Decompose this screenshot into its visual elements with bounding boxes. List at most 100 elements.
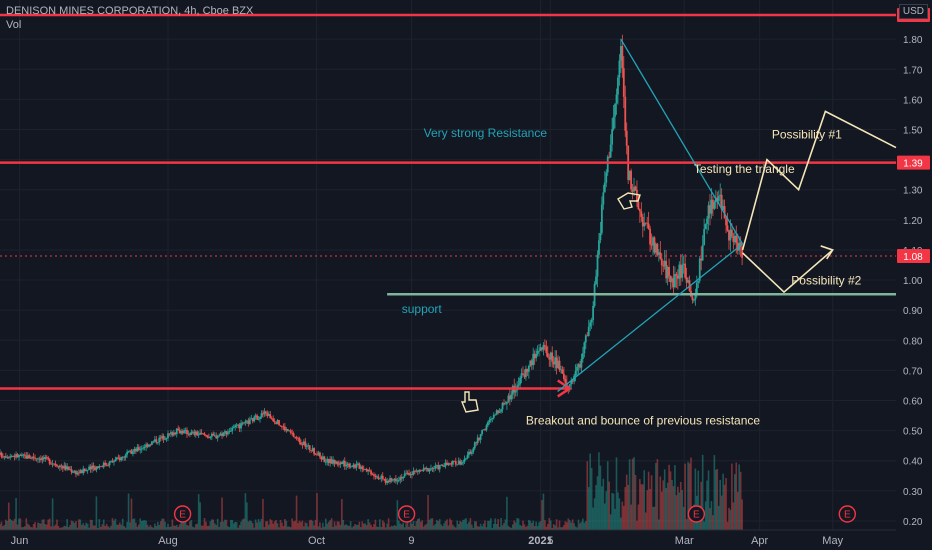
y-tick-label: 0.30 bbox=[903, 487, 923, 498]
volume-bar bbox=[560, 527, 562, 530]
volume-bar bbox=[529, 520, 532, 530]
candle-body bbox=[140, 448, 143, 450]
volume-bar bbox=[43, 519, 45, 530]
candle-body bbox=[34, 457, 36, 459]
candle-body bbox=[533, 353, 536, 359]
candle-body bbox=[570, 380, 573, 385]
candle-body bbox=[73, 471, 76, 473]
price-label-box bbox=[897, 248, 930, 263]
volume-bar bbox=[427, 495, 429, 530]
candle-body bbox=[196, 431, 199, 436]
volume-bar bbox=[668, 464, 670, 530]
candle-body bbox=[121, 456, 124, 458]
candle-body bbox=[431, 468, 434, 470]
volume-bar bbox=[218, 527, 220, 530]
candle-body bbox=[254, 415, 257, 417]
volume-bar bbox=[118, 522, 121, 530]
candle-body bbox=[649, 228, 651, 245]
candle-body bbox=[267, 414, 270, 416]
candle-body bbox=[447, 463, 450, 466]
candle-body bbox=[320, 456, 323, 460]
volume-bar bbox=[643, 470, 646, 530]
candle-body bbox=[56, 464, 58, 467]
candle-body bbox=[376, 476, 378, 478]
volume-bar bbox=[240, 521, 242, 530]
candle-body bbox=[352, 464, 355, 467]
candles bbox=[0, 34, 744, 486]
y-tick-label: 1.20 bbox=[903, 216, 923, 227]
candle-body bbox=[146, 444, 149, 447]
candle-body bbox=[143, 447, 146, 448]
volume-bar bbox=[504, 519, 507, 530]
volume-bar bbox=[555, 519, 558, 530]
volume-bar bbox=[365, 525, 368, 530]
volume-bar bbox=[364, 523, 367, 530]
volume-bar bbox=[595, 484, 597, 530]
volume-bar bbox=[91, 520, 93, 530]
candle-body bbox=[79, 470, 82, 474]
volume-bar bbox=[219, 522, 222, 530]
candle-body bbox=[647, 223, 650, 229]
candle-body bbox=[710, 199, 713, 214]
volume-bar bbox=[652, 506, 654, 530]
volume-bar bbox=[56, 519, 58, 530]
candle-body bbox=[60, 465, 63, 467]
volume-bar bbox=[151, 526, 153, 530]
volume-bar bbox=[190, 519, 193, 530]
volume-bar bbox=[13, 518, 16, 530]
volume-bar bbox=[627, 484, 629, 530]
volume-bar bbox=[400, 524, 403, 530]
candle-body bbox=[29, 458, 32, 460]
hand-outline bbox=[460, 391, 479, 413]
candle-body bbox=[691, 296, 694, 301]
candle-body bbox=[612, 116, 615, 130]
volume-bar bbox=[127, 493, 130, 530]
volume-bar bbox=[472, 527, 475, 530]
volume-bar bbox=[704, 501, 707, 530]
candle-body bbox=[156, 442, 159, 444]
volume-bar bbox=[228, 527, 231, 530]
volume-bar bbox=[170, 526, 172, 530]
volume-bar bbox=[738, 464, 740, 530]
volume-bar bbox=[582, 518, 584, 530]
volume-bar bbox=[221, 497, 223, 530]
volume-bar bbox=[206, 525, 209, 530]
volume-bar bbox=[3, 524, 6, 530]
volume-bar bbox=[50, 526, 52, 530]
volume-bar bbox=[684, 463, 686, 530]
candle-body bbox=[44, 456, 47, 460]
volume-bar bbox=[149, 525, 152, 530]
candle-body bbox=[301, 444, 304, 446]
candle-body bbox=[389, 478, 391, 482]
candle-body bbox=[577, 364, 580, 367]
candle-body bbox=[235, 424, 238, 426]
candle-body bbox=[422, 468, 425, 471]
candle-body bbox=[538, 350, 540, 352]
candle-body bbox=[741, 246, 744, 258]
candle-body bbox=[209, 436, 212, 438]
candle-body bbox=[592, 305, 595, 321]
volume-bar bbox=[53, 526, 55, 530]
volume-bar bbox=[276, 523, 279, 530]
volume-bar bbox=[523, 524, 526, 530]
candle-body bbox=[300, 442, 302, 445]
volume-bar bbox=[295, 495, 298, 530]
candle-body bbox=[568, 384, 571, 387]
candle-body bbox=[297, 437, 299, 439]
candle-body bbox=[558, 360, 561, 370]
volume-bar bbox=[411, 523, 413, 530]
currency-badge[interactable]: USD bbox=[898, 4, 928, 19]
volume-bar bbox=[396, 500, 399, 530]
volume-bar bbox=[137, 524, 140, 530]
candle-body bbox=[413, 471, 416, 472]
volume-bar bbox=[339, 524, 342, 530]
candle-body bbox=[532, 353, 535, 366]
candle-body bbox=[717, 196, 720, 201]
candle-body bbox=[225, 431, 228, 435]
candle-body bbox=[614, 103, 616, 117]
price-label-text: 1.08 bbox=[903, 252, 923, 263]
volume-bar bbox=[148, 526, 150, 530]
volume-bar bbox=[24, 526, 26, 530]
volume-bar bbox=[326, 523, 329, 530]
